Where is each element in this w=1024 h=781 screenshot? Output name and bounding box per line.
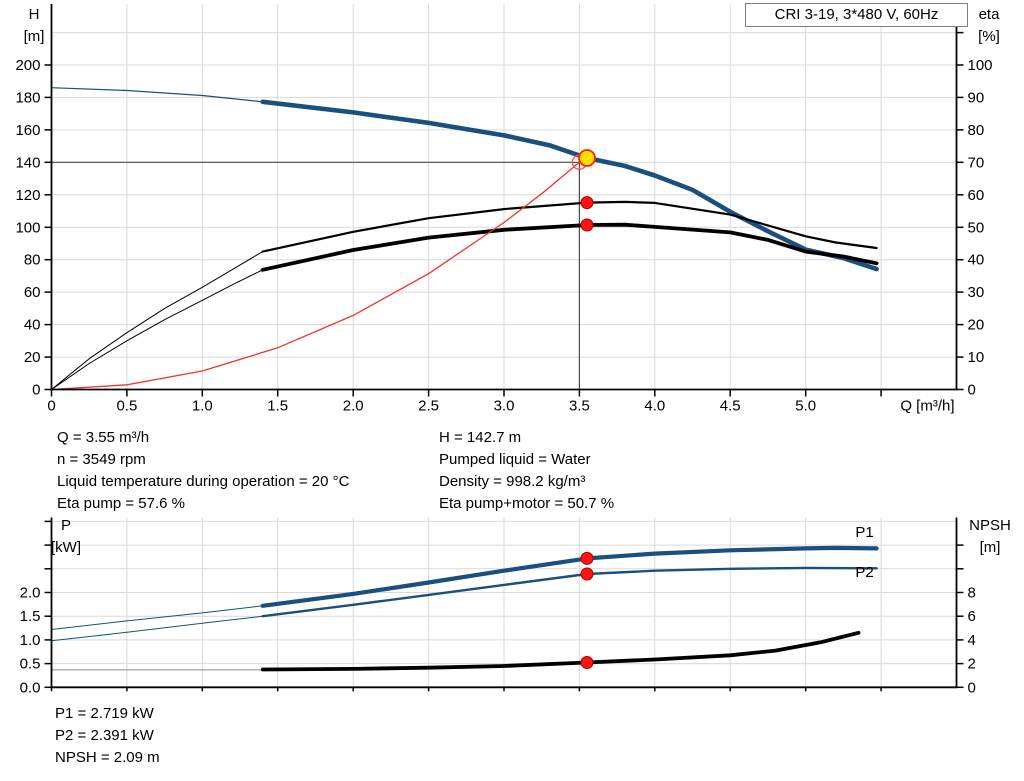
annotation-npsh: NPSH = 2.09 m (55, 749, 160, 766)
x-axis-label: 4.0 (644, 398, 665, 415)
left-axis-label: 120 (15, 187, 40, 204)
operating-point-dot (580, 551, 594, 565)
annotation-liquid-temperature: Liquid temperature during operation = 20… (57, 473, 350, 490)
annotation-density: Density = 998.2 kg/m³ (439, 473, 586, 490)
series-eta-pump-motor-lead (51, 269, 264, 390)
x-axis-label: 2.0 (343, 398, 364, 415)
p-axis-title-unit: [kW] (51, 539, 81, 556)
npsh-axis-title-symbol: NPSH (969, 517, 1011, 534)
x-axis-title: Q [m³/h] (900, 398, 954, 415)
operating-point-dot (580, 196, 594, 210)
annotation-flow: Q = 3.55 m³/h (57, 429, 150, 446)
left-axis-label: 2.0 (20, 585, 41, 602)
series-qh-lead (50, 87, 264, 103)
operating-point-dot (580, 218, 594, 232)
annotation-eta-pump: Eta pump = 57.6 % (57, 495, 185, 512)
duty-annotations-right: H = 142.7 m Pumped liquid = Water Densit… (439, 427, 614, 515)
npsh-axis-title-unit: [m] (979, 539, 1001, 556)
right-axis-label: 50 (968, 219, 985, 236)
right-axis-label: 0 (968, 382, 976, 399)
series-system-curve (50, 161, 581, 391)
operating-point-dot (580, 656, 594, 669)
annotation-p2: P2 = 2.391 kW (55, 727, 154, 744)
series-p1-curve (260, 545, 879, 608)
left-axis-label: 20 (24, 349, 41, 366)
annotation-eta-pump-motor: Eta pump+motor = 50.7 % (439, 495, 615, 512)
duty-point-marker[interactable] (578, 149, 596, 167)
left-axis-label: 60 (24, 284, 41, 301)
x-axis-label: 0.5 (116, 398, 137, 415)
series-eta-pump (261, 200, 878, 253)
series-qh-curve (260, 99, 879, 272)
x-axis-label: 5.0 (795, 398, 816, 415)
annotation-pumped-liquid: Pumped liquid = Water (439, 451, 591, 468)
series-eta-pump-motor (260, 222, 879, 272)
left-axis-label: 160 (15, 122, 40, 139)
right-axis-label: 90 (968, 89, 985, 106)
series-npsh-curve (260, 630, 861, 672)
x-axis-label: 3.0 (494, 398, 515, 415)
eta-axis-title-symbol: eta (978, 6, 1000, 23)
right-axis-label: 8 (968, 585, 976, 602)
right-axis-label: 30 (968, 284, 985, 301)
h-axis-title-unit: [m] (23, 28, 45, 45)
left-axis-label: 1.5 (20, 608, 41, 625)
series-p2-lead (51, 615, 264, 642)
right-axis-label: 80 (968, 122, 985, 139)
left-axis-label: 100 (15, 219, 40, 236)
npsh-axis-title: NPSH [m] (961, 515, 1019, 559)
right-axis-label: 2 (968, 656, 976, 673)
duty-annotations-left: Q = 3.55 m³/h n = 3549 rpm Liquid temper… (57, 427, 349, 515)
x-axis-label: 3.5 (569, 398, 590, 415)
right-axis-label: 70 (968, 154, 985, 171)
series-p1-lead (51, 605, 264, 630)
right-axis-label: 60 (968, 187, 985, 204)
pump-title-box: CRI 3-19, 3*480 V, 60Hz (745, 3, 968, 27)
x-axis-label: 2.5 (418, 398, 439, 415)
annotation-head: H = 142.7 m (439, 429, 522, 446)
left-axis-label: 1.0 (20, 632, 41, 649)
x-axis-label: 4.5 (720, 398, 741, 415)
left-axis-label: 200 (15, 57, 40, 74)
eta-axis-title: eta [%] (966, 4, 1012, 48)
annotation-speed: n = 3549 rpm (57, 451, 146, 468)
power-npsh-chart[interactable]: 0.0 0.5 1.0 1.5 2.0 0 2 4 6 8 P1 P2 (0, 515, 1024, 700)
annotation-p1: P1 = 2.719 kW (55, 705, 154, 722)
left-axis-label: 0.0 (20, 679, 41, 696)
right-axis-label: 0 (968, 679, 976, 696)
left-axis-label: 0.5 (20, 656, 41, 673)
x-axis-label: 0 (47, 398, 55, 415)
right-axis-label: 10 (968, 349, 985, 366)
series-label-P2: P2 (855, 564, 873, 581)
left-axis-label: 140 (15, 154, 40, 171)
x-axis-label: 1.5 (267, 398, 288, 415)
p-axis-title-symbol: P (60, 517, 71, 534)
series-eta-pump-lead (51, 251, 264, 390)
left-axis-label: 180 (15, 89, 40, 106)
x-axis-label: 1.0 (192, 398, 213, 415)
h-axis-title: H [m] (10, 4, 58, 48)
left-axis-label: 40 (24, 317, 41, 334)
left-axis-label: 0 (32, 382, 40, 399)
operating-point-dot (580, 567, 594, 581)
p-axis-title: P [kW] (40, 515, 92, 559)
right-axis-label: 100 (968, 57, 993, 74)
right-axis-label: 6 (968, 608, 976, 625)
right-axis-label: 20 (968, 317, 985, 334)
right-axis-label: 40 (968, 252, 985, 269)
series-label-P1: P1 (855, 524, 873, 541)
left-axis-label: 80 (24, 252, 41, 269)
eta-axis-title-unit: [%] (978, 28, 1000, 45)
hq-eta-chart[interactable]: 0 20 40 60 80 100 120 140 160 180 200 0 10 20 30 40 50 60… (0, 0, 1024, 420)
power-annotations: P1 = 2.719 kW P2 = 2.391 kW NPSH = 2.09 … (55, 703, 160, 769)
right-axis-label: 4 (968, 632, 976, 649)
h-axis-title-symbol: H (28, 6, 40, 23)
